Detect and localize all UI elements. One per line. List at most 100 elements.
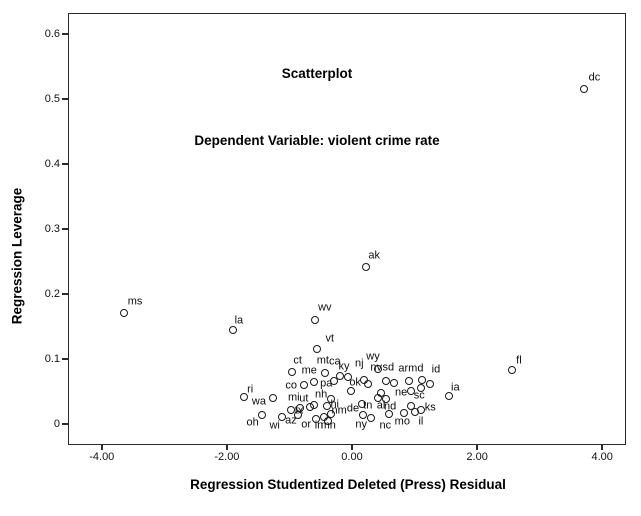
plot-area: Scatterplot Dependent Variable: violent … <box>68 13 626 445</box>
data-point-dc <box>580 84 589 93</box>
data-point <box>364 380 373 389</box>
y-tick-label: 0.3 <box>44 223 60 235</box>
point-label: ar <box>398 362 409 375</box>
point-label: il <box>418 415 424 428</box>
data-point-oh <box>257 411 266 420</box>
data-point-pa <box>330 376 339 385</box>
y-tick-label: 0.2 <box>44 288 60 301</box>
x-tick-mark <box>226 445 228 450</box>
point-label: ia <box>451 381 460 394</box>
data-point-mo <box>400 409 409 418</box>
data-point-ar <box>405 376 414 385</box>
point-label: wv <box>318 301 332 314</box>
chart-subtitle: Dependent Variable: violent crime rate <box>194 133 440 148</box>
x-tick-label: 4.00 <box>591 451 613 463</box>
point-label: sd <box>382 361 395 374</box>
data-point-md <box>417 376 426 385</box>
data-point-la <box>228 326 237 335</box>
data-point-ne <box>407 387 416 396</box>
data-point-nv <box>382 376 391 385</box>
point-label: de <box>346 402 360 415</box>
y-axis-title: Regression Leverage <box>9 187 25 325</box>
point-label: in <box>314 419 324 432</box>
data-point-vt <box>312 345 321 354</box>
point-label: mn <box>320 419 336 432</box>
y-tick-label: 0 <box>53 418 60 431</box>
x-tick-mark <box>476 445 478 450</box>
point-label: pa <box>320 377 333 390</box>
point-label: oh <box>246 416 259 429</box>
y-tick-label: 0.4 <box>44 157 60 170</box>
x-tick-label: 0.00 <box>341 451 363 463</box>
data-point-co <box>300 380 309 389</box>
data-point-ms <box>120 309 129 318</box>
data-point-tx <box>287 406 296 415</box>
data-point-ca <box>335 372 344 381</box>
point-label: ut <box>299 392 309 405</box>
x-tick-label: -2.00 <box>214 451 240 463</box>
data-point-nm <box>327 410 336 419</box>
point-label: ak <box>368 249 380 262</box>
data-point-nd <box>382 395 391 404</box>
chart-title: Scatterplot <box>281 66 353 81</box>
data-point-id <box>425 380 434 389</box>
data-point-sc <box>417 384 426 393</box>
point-label: ne <box>395 386 408 399</box>
y-tick-mark <box>62 293 68 295</box>
y-tick-label: 0.1 <box>44 353 60 366</box>
x-tick-mark <box>601 445 603 450</box>
point-label: mi <box>288 391 300 404</box>
y-tick-mark <box>62 98 68 100</box>
point-label: mt <box>316 354 329 367</box>
data-point-ct <box>287 367 296 376</box>
data-point-or <box>312 415 321 424</box>
point-label: vt <box>325 332 334 345</box>
point-label: al <box>376 399 386 412</box>
data-point-mn <box>320 413 329 422</box>
point-label: az <box>285 414 297 427</box>
y-tick-mark <box>62 423 68 425</box>
y-tick-mark <box>62 33 68 35</box>
point-label: me <box>301 364 317 377</box>
data-point-nh <box>327 395 336 404</box>
point-label: wi <box>269 419 280 432</box>
x-tick-label: -4.00 <box>89 451 115 463</box>
point-label: ca <box>329 355 341 368</box>
x-tick-mark <box>101 445 103 450</box>
point-label: ny <box>355 418 367 431</box>
point-label: hi <box>330 398 339 411</box>
data-point-sd <box>390 378 399 387</box>
point-label: ok <box>349 376 361 389</box>
data-point-me <box>310 378 319 387</box>
point-label: ct <box>293 354 302 367</box>
point-label: nd <box>384 400 397 413</box>
data-point <box>309 401 318 409</box>
y-tick-label: 0.6 <box>44 27 60 40</box>
data-point-ia <box>445 391 454 400</box>
point-label: la <box>234 314 244 327</box>
x-tick-label: 2.00 <box>466 451 488 463</box>
point-label: wa <box>251 395 266 408</box>
point-label: ms <box>127 295 143 308</box>
x-tick-mark <box>351 445 353 450</box>
point-label: md <box>408 362 424 375</box>
y-tick-mark <box>62 228 68 230</box>
data-point-nc <box>385 410 394 419</box>
point-label: ri <box>247 383 254 396</box>
data-point-wi <box>277 413 286 422</box>
y-tick-mark <box>62 163 68 165</box>
data-point-tn <box>357 400 366 409</box>
data-point-mt <box>320 369 329 378</box>
point-label: nh <box>314 388 328 401</box>
data-point-de <box>359 411 367 420</box>
data-point-hi <box>322 402 331 411</box>
data-point-ks <box>417 406 426 415</box>
point-label: nj <box>354 357 364 370</box>
data-point-fl <box>507 365 516 374</box>
data-point-ri <box>240 393 249 402</box>
point-label: id <box>431 363 441 376</box>
point-label: or <box>301 418 311 431</box>
point-label: nc <box>379 419 392 432</box>
data-point-in <box>323 417 332 426</box>
